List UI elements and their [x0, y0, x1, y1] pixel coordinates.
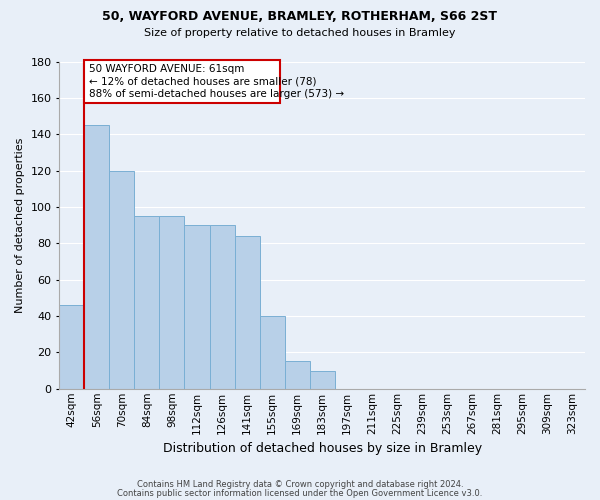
Y-axis label: Number of detached properties: Number of detached properties — [15, 138, 25, 313]
Bar — [109, 170, 134, 389]
X-axis label: Distribution of detached houses by size in Bramley: Distribution of detached houses by size … — [163, 442, 482, 455]
Bar — [85, 125, 109, 389]
Text: Size of property relative to detached houses in Bramley: Size of property relative to detached ho… — [144, 28, 456, 38]
Bar — [235, 236, 260, 389]
Bar — [209, 225, 235, 389]
Bar — [284, 362, 310, 389]
Text: 50, WAYFORD AVENUE, BRAMLEY, ROTHERHAM, S66 2ST: 50, WAYFORD AVENUE, BRAMLEY, ROTHERHAM, … — [103, 10, 497, 23]
Bar — [260, 316, 284, 389]
Bar — [310, 370, 335, 389]
Bar — [160, 216, 184, 389]
Bar — [184, 225, 209, 389]
Text: Contains HM Land Registry data © Crown copyright and database right 2024.: Contains HM Land Registry data © Crown c… — [137, 480, 463, 489]
Text: 88% of semi-detached houses are larger (573) →: 88% of semi-detached houses are larger (… — [89, 89, 344, 99]
Bar — [85, 60, 280, 104]
Text: ← 12% of detached houses are smaller (78): ← 12% of detached houses are smaller (78… — [89, 76, 317, 86]
Bar — [134, 216, 160, 389]
Bar — [59, 305, 85, 389]
Text: Contains public sector information licensed under the Open Government Licence v3: Contains public sector information licen… — [118, 488, 482, 498]
Text: 50 WAYFORD AVENUE: 61sqm: 50 WAYFORD AVENUE: 61sqm — [89, 64, 245, 74]
